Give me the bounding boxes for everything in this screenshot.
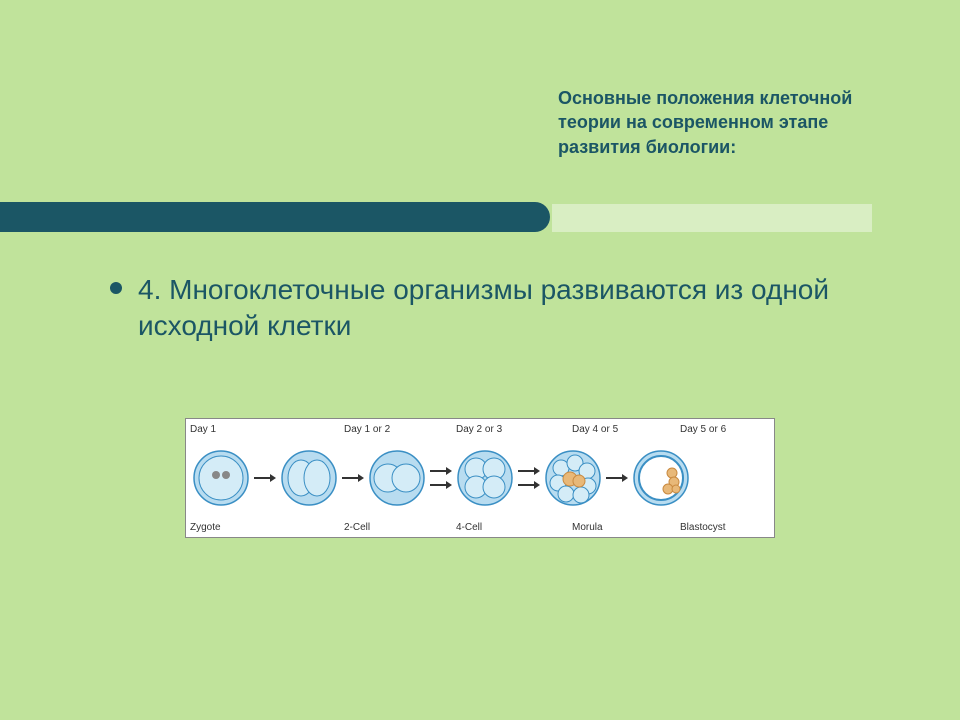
embryo-development-diagram: Day 1 Day 1 or 2 Day 2 or 3 Day 4 or 5 D… [185,418,775,538]
four-cell-icon [456,449,514,507]
stage-top-label: Day 2 or 3 [452,424,568,435]
stage-top-label: Day 5 or 6 [676,424,772,435]
stage-bottom-label: 4-Cell [452,522,568,533]
accent-bar [0,202,550,232]
stage-top-label: Day 1 or 2 [340,424,452,435]
arrow-stack [518,467,540,489]
bullet-marker-icon [110,282,122,294]
accent-bar-shadow [552,204,872,232]
diagram-top-labels: Day 1 Day 1 or 2 Day 2 or 3 Day 4 or 5 D… [186,419,774,439]
zygote-icon [192,449,250,507]
morula-icon [544,449,602,507]
diagram-bottom-labels: Zygote 2-Cell 4-Cell Morula Blastocyst [186,517,774,537]
arrow-icon [518,481,540,489]
stage-bottom-label: 2-Cell [340,522,452,533]
bullet-text: 4. Многоклеточные организмы развиваются … [110,272,870,345]
bullet-item: 4. Многоклеточные организмы развиваются … [110,272,870,345]
blastocyst-icon [632,449,690,507]
stage-bottom-label: Blastocyst [676,522,772,533]
stage-bottom-label: Morula [568,522,676,533]
arrow-icon [606,474,628,482]
stage-top-label: Day 4 or 5 [568,424,676,435]
arrow-icon [518,467,540,475]
arrow-icon [430,481,452,489]
arrow-icon [254,474,276,482]
two-cell-icon [368,449,426,507]
stage-top-label: Day 1 [186,424,252,435]
slide-title: Основные положения клеточной теории на с… [558,86,868,159]
cleavage-icon [280,449,338,507]
arrow-icon [430,467,452,475]
arrow-icon [342,474,364,482]
stage-bottom-label: Zygote [186,522,252,533]
arrow-stack [430,467,452,489]
diagram-stages-row [186,439,774,517]
